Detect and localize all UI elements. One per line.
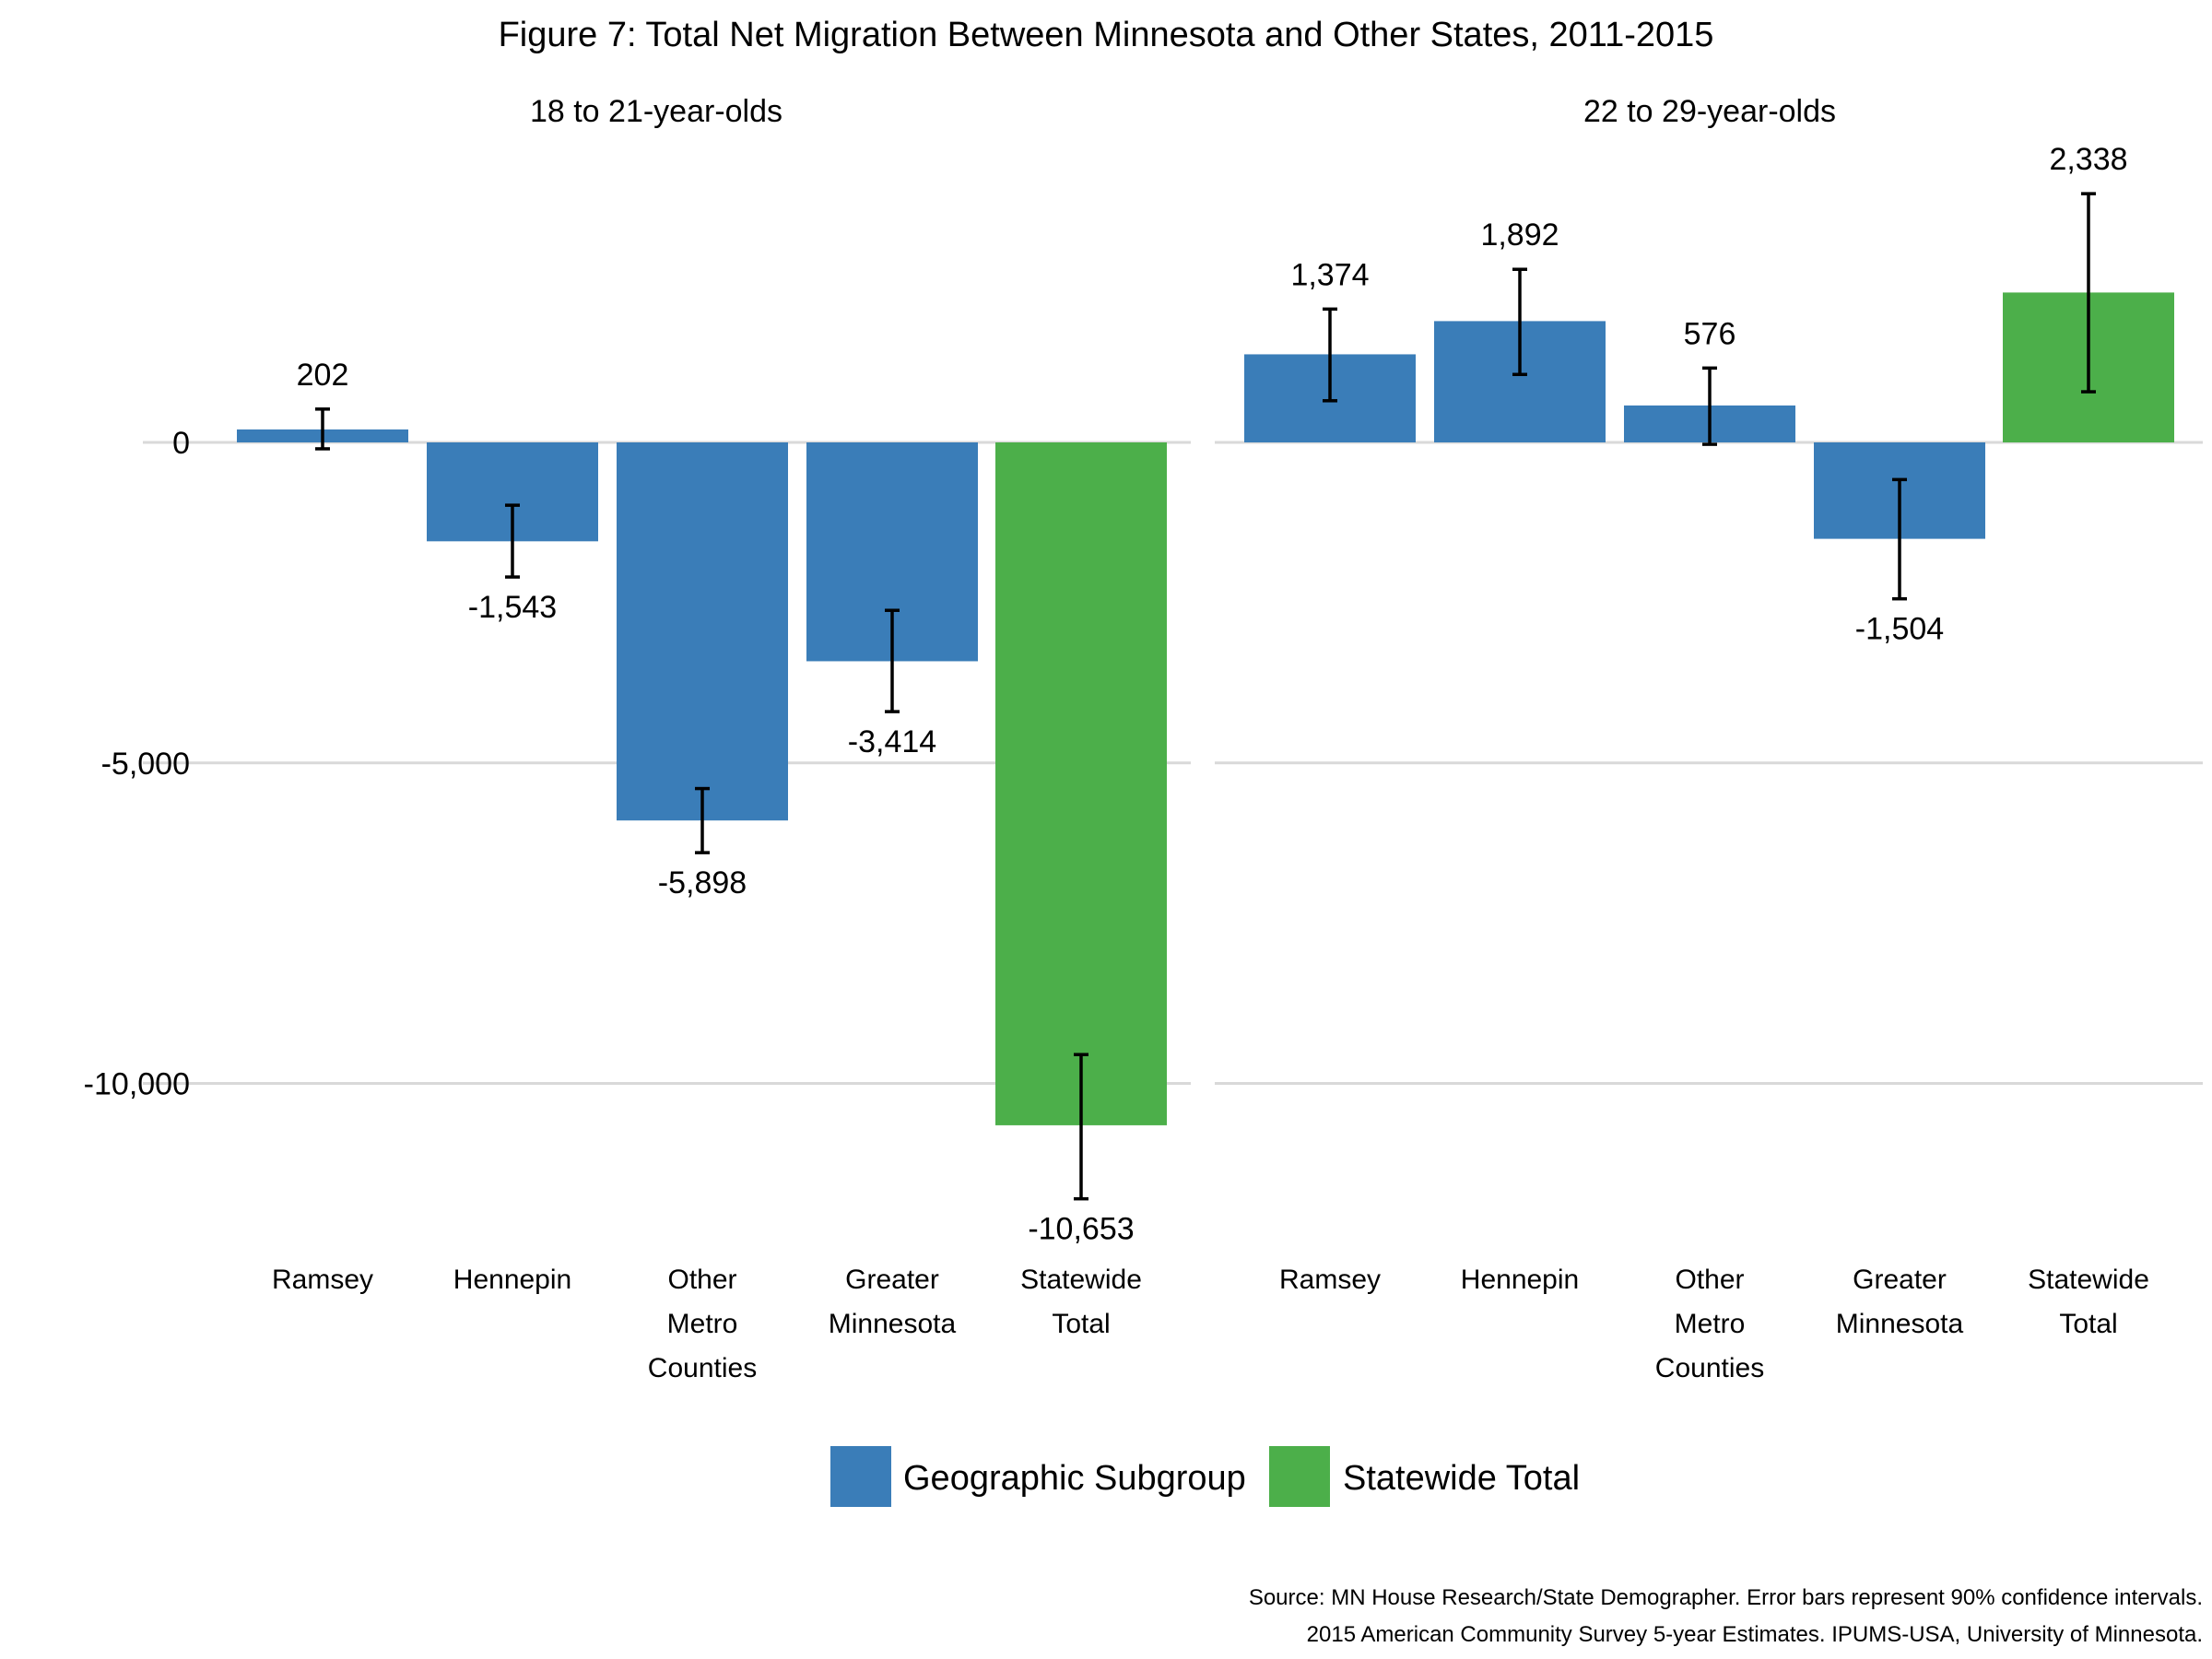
error-bar — [505, 503, 520, 579]
error-bar — [315, 407, 330, 451]
x-tick-label: Greater Minnesota — [1836, 1265, 1964, 1339]
x-tick-label-line: Minnesota — [1836, 1309, 1964, 1339]
x-tick-label-line: Greater — [1853, 1265, 1947, 1295]
x-tick-label-line: Metro — [1675, 1309, 1746, 1339]
chart-title: Figure 7: Total Net Migration Between Mi… — [499, 16, 1714, 54]
legend-item-2: Statewide Total — [1269, 1446, 1580, 1507]
x-tick-label-line: Hennepin — [453, 1265, 571, 1295]
y-tick-label: -10,000 — [84, 1067, 190, 1102]
error-bar — [1074, 1053, 1088, 1201]
error-bar — [1512, 267, 1527, 377]
x-tick-label: Hennepin — [453, 1265, 571, 1295]
legend-label: Statewide Total — [1343, 1459, 1580, 1498]
legend-item-1: Geographic Subgroup — [830, 1446, 1246, 1507]
y-tick-label: 0 — [172, 426, 190, 461]
x-tick-label-line: Other — [1675, 1265, 1744, 1295]
x-tick-label-line: Ramsey — [272, 1265, 373, 1295]
x-tick-label-line: Counties — [1655, 1353, 1764, 1383]
data-label: 2,338 — [2049, 142, 2127, 177]
x-tick-label-line: Counties — [648, 1353, 757, 1383]
x-tick-label: Statewide Total — [2028, 1265, 2149, 1339]
x-tick-label-line: Other — [667, 1265, 736, 1295]
x-tick-label: Other Metro Counties — [1655, 1265, 1764, 1383]
error-bar — [1323, 307, 1337, 403]
x-tick-label: Hennepin — [1461, 1265, 1579, 1295]
data-label: 202 — [297, 358, 349, 393]
x-tick-label-line: Total — [2059, 1309, 2117, 1339]
x-tick-label-line: Total — [1052, 1309, 1110, 1339]
panel-title: 22 to 29-year-olds — [1583, 94, 1836, 129]
x-tick-label: Ramsey — [272, 1265, 373, 1295]
x-tick-label-line: Statewide — [1020, 1265, 1142, 1295]
error-bar — [2081, 192, 2096, 394]
panel-title: 18 to 21-year-olds — [530, 94, 782, 129]
x-tick-label-line: Hennepin — [1461, 1265, 1579, 1295]
x-tick-label: Greater Minnesota — [829, 1265, 957, 1339]
x-tick-label-line: Ramsey — [1279, 1265, 1381, 1295]
x-tick-label: Statewide Total — [1020, 1265, 1142, 1339]
data-label: -3,414 — [848, 724, 936, 759]
data-label: -1,543 — [468, 590, 557, 625]
y-tick-label: -5,000 — [101, 747, 190, 782]
data-label: 1,892 — [1480, 218, 1559, 253]
panel-1: 18 to 21-year-olds 202 Ramsey -1,543 Hennepi… — [143, 94, 1191, 1383]
data-label: -5,898 — [658, 865, 747, 900]
legend-swatch — [1269, 1446, 1330, 1507]
data-label: 1,374 — [1290, 257, 1369, 292]
x-tick-label: Ramsey — [1279, 1265, 1381, 1295]
bar — [617, 442, 788, 821]
data-label: 576 — [1684, 316, 1736, 351]
source-note-line-2: 2015 American Community Survey 5-year Es… — [1307, 1622, 2203, 1647]
x-tick-label-line: Greater — [845, 1265, 939, 1295]
x-tick-label: Other Metro Counties — [648, 1265, 757, 1383]
legend-label: Geographic Subgroup — [903, 1459, 1246, 1498]
x-tick-label-line: Statewide — [2028, 1265, 2149, 1295]
bar — [995, 442, 1167, 1125]
error-bar — [695, 786, 710, 854]
source-note-line-1: Source: MN House Research/State Demograp… — [1249, 1585, 2203, 1610]
x-tick-label-line: Metro — [667, 1309, 738, 1339]
legend-swatch — [830, 1446, 891, 1507]
x-tick-label-line: Minnesota — [829, 1309, 957, 1339]
data-label: -1,504 — [1855, 612, 1944, 647]
data-label: -10,653 — [1028, 1212, 1134, 1247]
error-bar — [1702, 366, 1717, 446]
error-bar — [885, 608, 900, 713]
panel-2: 22 to 29-year-olds 1,374 Ramsey 1,892 Hennep… — [1215, 94, 2203, 1383]
error-bar — [1892, 477, 1907, 601]
